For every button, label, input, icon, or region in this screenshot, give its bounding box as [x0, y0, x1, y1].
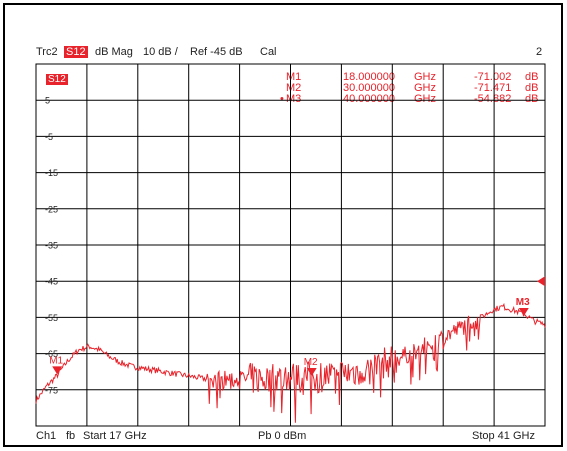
y-tick-label: -45	[45, 277, 58, 287]
reference-level-icon[interactable]	[537, 276, 545, 287]
trace-scale[interactable]: 10 dB /	[143, 46, 178, 58]
marker-label: M2	[304, 357, 318, 368]
trace-param-badge[interactable]: S12	[64, 46, 88, 58]
marker-label: M1	[49, 355, 63, 366]
y-tick-labels: 5 -5 -15 -25 -35 -45 -55 -65 -75	[45, 96, 58, 396]
y-tick-label: -25	[45, 204, 58, 214]
marker-triangle-icon[interactable]	[518, 307, 529, 316]
window-number: 2	[536, 46, 543, 58]
trace-tag-badge[interactable]: S12	[46, 74, 68, 85]
marker-value: -54.882	[474, 93, 512, 105]
analyzer-window	[3, 3, 563, 447]
marker-value-unit: dB	[525, 82, 539, 94]
footer-start[interactable]: Start 17 GHz	[83, 430, 147, 442]
y-tick-label: 5	[45, 96, 50, 106]
marker-symbols: M1 M2 M3	[49, 297, 530, 377]
plot-grid	[35, 63, 546, 427]
marker-frequency-unit: GHz	[414, 93, 436, 105]
marker-label: M3	[516, 297, 530, 308]
marker-frequency-unit: GHz	[414, 71, 436, 83]
trace-ref[interactable]: Ref -45 dB	[190, 46, 243, 58]
marker-name: M2	[286, 82, 302, 94]
footer-power[interactable]: Pb 0 dBm	[258, 430, 307, 442]
y-tick-label: -65	[45, 349, 58, 359]
active-marker-dot: •	[280, 93, 284, 105]
marker-value-unit: dB	[525, 71, 539, 83]
y-tick-label: -55	[45, 313, 58, 323]
marker-value: -71.471	[474, 82, 512, 94]
trace-format[interactable]: dB Mag	[95, 46, 133, 58]
trace-line	[35, 302, 546, 423]
marker-value-unit: dB	[525, 93, 539, 105]
marker-frequency: 18.000000	[343, 71, 395, 83]
footer-stop[interactable]: Stop 41 GHz	[472, 430, 535, 442]
cal-indicator: Cal	[260, 46, 277, 58]
footer-channel[interactable]: Ch1	[36, 430, 57, 442]
y-tick-label: -75	[45, 385, 58, 395]
marker-triangle-icon[interactable]	[52, 366, 63, 375]
marker-value: -71.002	[474, 71, 512, 83]
marker-name: M1	[286, 71, 302, 83]
trace-label[interactable]: Trc2	[36, 46, 58, 58]
marker-frequency-unit: GHz	[414, 82, 436, 94]
marker-frequency: 30.000000	[343, 82, 395, 94]
marker-triangle-icon[interactable]	[306, 368, 317, 377]
marker-name: M3	[286, 93, 302, 105]
y-tick-label: -35	[45, 241, 58, 251]
marker-frequency: 40.000000	[343, 93, 395, 105]
y-tick-label: -15	[45, 168, 58, 178]
y-tick-label: -5	[45, 132, 53, 142]
footer-fb: fb	[66, 430, 76, 442]
